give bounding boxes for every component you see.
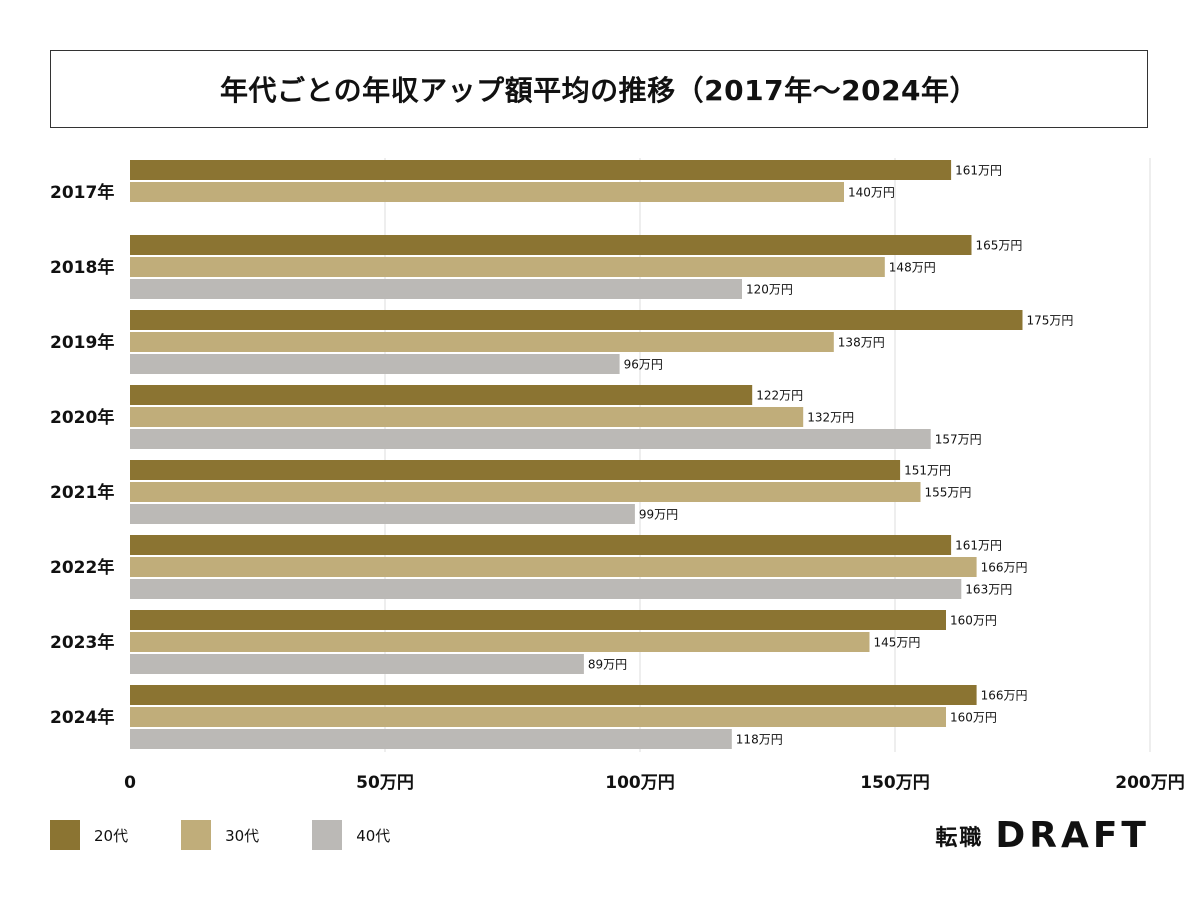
brand-logo-jp: 転職 xyxy=(935,825,984,851)
data-label: 99万円 xyxy=(639,508,678,522)
y-category-label: 2020年 xyxy=(50,407,114,428)
legend-swatch-40s xyxy=(312,820,343,850)
bar xyxy=(130,729,732,749)
x-tick-label: 200万円 xyxy=(1115,773,1185,793)
legend-label-20s: 20代 xyxy=(94,826,129,845)
bar-chart: 0 50万円 100万円 150万円 200万円 2017年 161万円 140万円 2018年… xyxy=(50,158,1185,793)
data-label: 138万円 xyxy=(838,336,885,350)
data-label: 118万円 xyxy=(736,733,783,747)
data-label: 160万円 xyxy=(950,711,997,725)
x-tick-label: 50万円 xyxy=(356,773,414,793)
brand-logo: 転職 DRAFT xyxy=(935,815,1150,856)
chart-title: 年代ごとの年収アップ額平均の推移（2017年〜2024年） xyxy=(50,50,1148,128)
x-tick-label: 150万円 xyxy=(860,773,930,793)
bar xyxy=(130,354,620,374)
bar xyxy=(130,482,921,502)
legend-item-40s: 40代 xyxy=(312,820,390,850)
bar xyxy=(130,235,972,255)
bar xyxy=(130,160,952,180)
data-label: 160万円 xyxy=(950,614,997,628)
bar xyxy=(130,610,946,630)
data-label: 161万円 xyxy=(955,539,1002,553)
x-tick-label: 0 xyxy=(124,773,136,793)
bar xyxy=(130,654,584,674)
data-label: 122万円 xyxy=(756,389,803,403)
bar xyxy=(130,460,901,480)
bar xyxy=(130,385,753,405)
data-label: 132万円 xyxy=(807,411,854,425)
bar xyxy=(130,257,885,277)
brand-logo-en: DRAFT xyxy=(995,815,1150,856)
y-category-label: 2018年 xyxy=(50,257,114,278)
y-category-label: 2021年 xyxy=(50,482,114,503)
legend-label-30s: 30代 xyxy=(225,826,260,845)
data-label: 161万円 xyxy=(955,164,1002,178)
data-label: 140万円 xyxy=(848,186,895,200)
y-category-label: 2023年 xyxy=(50,632,114,653)
bar xyxy=(130,279,742,299)
legend-item-20s: 20代 xyxy=(50,820,128,850)
data-label: 89万円 xyxy=(588,658,627,672)
y-category-label: 2024年 xyxy=(50,707,114,728)
bar xyxy=(130,557,977,577)
data-label: 151万円 xyxy=(904,464,951,478)
data-label: 155万円 xyxy=(925,486,972,500)
data-label: 166万円 xyxy=(981,561,1028,575)
y-category-label: 2019年 xyxy=(50,332,114,353)
y-category-label: 2017年 xyxy=(50,182,114,203)
bar xyxy=(130,535,952,555)
bar xyxy=(130,685,977,705)
legend: 20代 30代 40代 xyxy=(50,820,443,850)
bar xyxy=(130,332,834,352)
legend-swatch-30s xyxy=(181,820,212,850)
data-label: 145万円 xyxy=(874,636,921,650)
bar xyxy=(130,504,635,524)
bar xyxy=(130,407,804,427)
x-tick-label: 100万円 xyxy=(605,773,675,793)
bar xyxy=(130,579,962,599)
bar xyxy=(130,182,844,202)
legend-swatch-20s xyxy=(50,820,80,850)
bar xyxy=(130,632,870,652)
bar xyxy=(130,429,931,449)
data-label: 157万円 xyxy=(935,433,982,447)
legend-item-30s: 30代 xyxy=(181,820,259,850)
bar xyxy=(130,310,1023,330)
y-category-label: 2022年 xyxy=(50,557,114,578)
data-label: 166万円 xyxy=(981,689,1028,703)
bar xyxy=(130,707,946,727)
data-label: 96万円 xyxy=(624,358,663,372)
data-label: 165万円 xyxy=(976,239,1023,253)
data-label: 120万円 xyxy=(746,283,793,297)
data-label: 148万円 xyxy=(889,261,936,275)
legend-label-40s: 40代 xyxy=(356,826,391,845)
data-label: 175万円 xyxy=(1027,314,1074,328)
data-label: 163万円 xyxy=(965,583,1012,597)
